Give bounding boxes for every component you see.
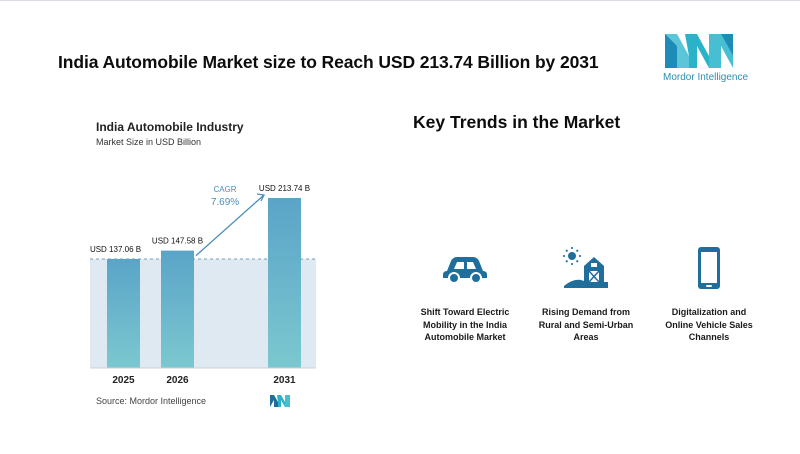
bar-data-label: USD 137.06 B — [90, 245, 141, 254]
car-icon — [410, 244, 520, 292]
trend-label-line: Channels — [688, 332, 730, 342]
trend-digitalization: Digitalization and Online Vehicle Sales … — [654, 244, 764, 344]
bar-data-label: USD 213.74 B — [259, 184, 310, 193]
top-divider — [0, 0, 800, 1]
smartphone-icon — [654, 244, 764, 292]
trend-label-line: Automobile Market — [424, 332, 506, 342]
source-logo-icon — [270, 395, 290, 407]
chart-subtitle: Market Size in USD Billion — [96, 137, 202, 147]
brand-logo: Mordor Intelligence — [663, 32, 748, 84]
bar — [268, 197, 301, 368]
trends-title: Key Trends in the Market — [413, 112, 621, 132]
source-note: Source: Mordor Intelligence — [96, 396, 207, 406]
barn-icon — [531, 244, 641, 292]
x-tick-label: 2025 — [112, 375, 135, 386]
chart-title: India Automobile Industry — [96, 120, 244, 134]
x-tick-label: 2031 — [273, 375, 296, 386]
bar — [161, 250, 194, 368]
bar-chart: USD 137.06 B 2025 USD 147.58 B 2026 USD 213.… — [90, 184, 316, 386]
trend-rural-demand: Rising Demand from Rural and Semi-Urban … — [531, 244, 641, 344]
x-tick-label: 2026 — [166, 375, 189, 386]
logo-mark-icon — [665, 34, 733, 68]
page-title: India Automobile Market size to Reach US… — [58, 52, 599, 72]
cagr-value: 7.69% — [211, 197, 239, 208]
trend-label-line: Mobility in the India — [423, 319, 507, 330]
trend-label-line: Online Vehicle Sales — [665, 319, 753, 330]
trend-label-line: Digitalization and — [671, 307, 747, 317]
trend-label-line: Rising Demand from — [541, 307, 630, 317]
cagr-arrow — [195, 194, 265, 257]
cagr-label: CAGR — [213, 185, 236, 194]
bar-data-label: USD 147.58 B — [152, 237, 203, 246]
trend-electric-mobility: Shift Toward Electric Mobility in the In… — [410, 244, 520, 344]
bar — [107, 258, 140, 368]
cagr-arrow-head — [256, 193, 265, 202]
trend-label-line: Shift Toward Electric — [420, 307, 510, 317]
trend-label-line: Areas — [573, 332, 599, 342]
trend-label-line: Rural and Semi-Urban — [538, 319, 634, 330]
logo-text: Mordor Intelligence — [663, 72, 749, 83]
